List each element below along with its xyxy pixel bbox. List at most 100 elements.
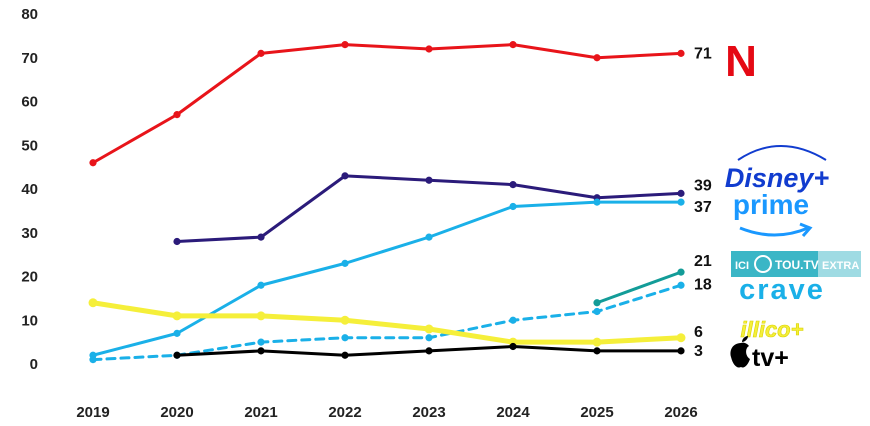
data-point (425, 45, 433, 53)
disney-plus-logo: Disney+ (725, 145, 830, 193)
data-point (257, 281, 265, 289)
series-netflix (89, 41, 685, 167)
data-point (592, 337, 602, 347)
data-point (676, 333, 686, 343)
series-ici-tou-tv-extra (593, 268, 685, 307)
x-tick-label: 2026 (664, 404, 697, 421)
radio-canada-gem-icon (754, 255, 772, 273)
data-point (173, 329, 181, 337)
series-disney- (173, 172, 685, 246)
end-label: 71 (694, 45, 712, 62)
data-point (425, 334, 433, 342)
y-tick-label: 60 (21, 94, 38, 111)
crave-logo: crave (739, 274, 825, 306)
data-point (341, 334, 349, 342)
data-point (677, 281, 685, 289)
series-prime (89, 198, 685, 359)
x-axis: 2019 2020 2021 2022 2023 2024 2025 2026 (76, 404, 697, 421)
data-point (425, 233, 433, 241)
netflix-logo-text: N (725, 37, 757, 86)
end-label: 39 (694, 177, 712, 194)
data-point (173, 111, 181, 119)
data-point (509, 342, 517, 351)
disney-arc (737, 145, 827, 161)
toutv-main-text: TOU.TV (775, 258, 819, 272)
data-point (89, 159, 97, 167)
toutv-ici-text: ICI (735, 260, 749, 272)
data-point (257, 233, 265, 241)
data-point (509, 202, 517, 211)
illico-logo-text: illico+ (741, 317, 804, 342)
data-point (340, 315, 350, 325)
data-point (341, 172, 349, 180)
x-tick-label: 2021 (244, 404, 277, 421)
data-point (593, 347, 601, 355)
prime-logo: prime (733, 189, 813, 237)
data-point (425, 176, 433, 184)
y-tick-label: 80 (21, 6, 38, 23)
y-tick-label: 40 (21, 181, 38, 198)
data-point (89, 356, 97, 364)
data-point (173, 237, 181, 246)
apple-tv-logo: tv+ (730, 336, 789, 372)
apple-tv-text: tv+ (752, 344, 789, 372)
plot-lines (88, 41, 686, 364)
illico-logo: illico+ (740, 317, 804, 343)
prime-smile (739, 226, 809, 237)
end-label: 6 (694, 324, 703, 341)
x-tick-label: 2025 (580, 404, 613, 421)
data-point (425, 347, 433, 355)
data-point (677, 268, 685, 276)
crave-logo-text: crave (739, 274, 825, 306)
data-point (677, 347, 685, 355)
toutv-extra-text: EXTRA (822, 260, 859, 272)
data-point (341, 351, 349, 359)
x-tick-label: 2022 (328, 404, 361, 421)
x-tick-label: 2023 (412, 404, 445, 421)
data-point (677, 198, 685, 206)
data-point (424, 324, 434, 334)
data-point (509, 181, 517, 189)
data-point (256, 311, 266, 321)
series-apple-tv- (173, 342, 685, 359)
netflix-logo: N (725, 37, 757, 86)
data-point (593, 54, 601, 62)
disney-logo-text: Disney+ (725, 163, 830, 193)
data-point (88, 298, 98, 308)
prime-smile-arrow (799, 222, 813, 237)
apple-icon (730, 336, 750, 368)
y-axis: 0 10 20 30 40 50 60 70 80 (21, 6, 38, 373)
data-point (593, 198, 601, 206)
data-point (677, 49, 685, 57)
data-point (257, 338, 265, 346)
prime-logo-text: prime (733, 189, 809, 220)
data-point (173, 351, 181, 359)
series-line (91, 200, 683, 357)
series-line (91, 43, 683, 165)
y-tick-label: 20 (21, 269, 38, 286)
series-line (175, 174, 683, 243)
end-labels: 71 39 37 21 18 6 3 (694, 45, 712, 360)
x-tick-label: 2020 (160, 404, 193, 421)
data-point (341, 259, 349, 267)
toutv-extra-logo: ICI TOU.TV EXTRA (731, 251, 861, 277)
data-point (257, 347, 265, 355)
x-tick-label: 2019 (76, 404, 109, 421)
y-tick-label: 30 (21, 225, 38, 242)
y-tick-label: 50 (21, 137, 38, 154)
data-point (677, 189, 685, 197)
toutv-main-background (731, 251, 818, 277)
data-point (593, 299, 601, 307)
series-line (595, 270, 683, 305)
end-label: 37 (694, 199, 712, 216)
x-tick-label: 2024 (496, 404, 530, 421)
data-point (593, 307, 601, 316)
series-line (90, 300, 684, 345)
y-tick-label: 10 (21, 312, 38, 329)
end-label: 3 (694, 343, 703, 360)
y-tick-label: 0 (30, 356, 38, 373)
data-point (257, 49, 265, 57)
end-label: 21 (694, 253, 712, 270)
y-tick-label: 70 (21, 50, 38, 67)
